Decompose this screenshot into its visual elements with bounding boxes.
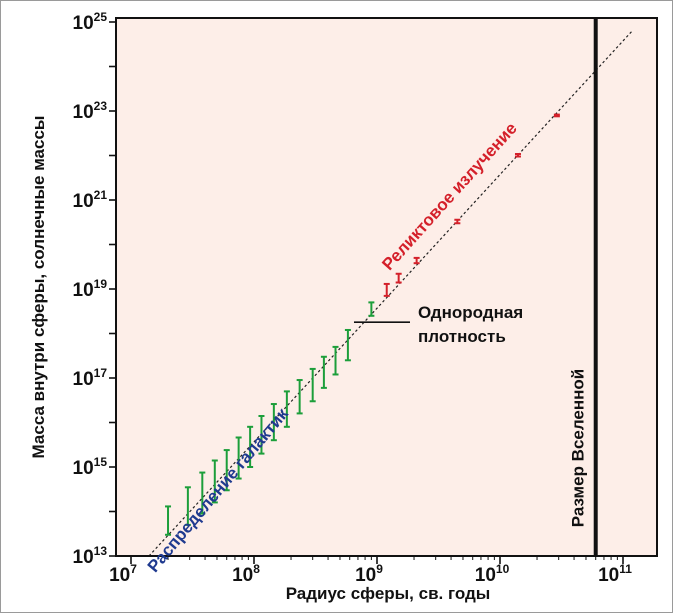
x-tick-label: 109 (355, 562, 383, 586)
y-tick-label: 1017 (73, 366, 108, 390)
x-axis-title: Радиус сферы, св. годы (286, 584, 491, 603)
galaxy-errorbar-1 (184, 486, 191, 526)
galaxy-errorbar-0 (165, 505, 172, 536)
cmb-errorbar-5 (553, 113, 560, 118)
galaxy-errorbar-14 (344, 328, 351, 362)
y-tick-label: 1013 (73, 544, 108, 568)
galaxy-errorbar-7 (258, 414, 265, 455)
y-tick-label: 1015 (73, 455, 108, 479)
x-tick-label: 1010 (475, 562, 510, 586)
universe-size-label: Размер Вселенной (569, 369, 588, 528)
cmb-errorbar-4 (514, 153, 521, 158)
y-tick-label: 1019 (73, 277, 108, 301)
cmb-errorbar-2 (413, 256, 420, 265)
y-tick-label: 1021 (73, 188, 108, 212)
x-tick-label: 107 (109, 562, 137, 586)
cmb-errorbar-0 (383, 282, 390, 297)
plot-frame (115, 17, 658, 557)
galaxy-errorbar-10 (296, 379, 303, 415)
y-tick-label: 1023 (73, 99, 108, 123)
reference-line (148, 29, 634, 556)
galaxy-errorbar-9 (283, 390, 290, 428)
galaxy-errorbar-13 (332, 345, 339, 376)
galaxy-errorbar-4 (223, 449, 230, 492)
galaxy-errorbar-2 (199, 471, 206, 515)
galaxy-errorbar-11 (309, 367, 316, 403)
cmb-errorbar-3 (454, 218, 461, 225)
cmb-errorbar-1 (395, 272, 402, 284)
galaxy-errorbar-3 (211, 459, 218, 504)
galaxy-errorbar-8 (270, 403, 277, 442)
x-tick-label: 108 (232, 562, 260, 586)
reference-label-line1: Однородная (418, 303, 523, 322)
y-axis-title: Масса внутри сферы, солнечные массы (29, 116, 48, 459)
galaxy-errorbar-5 (235, 436, 242, 480)
x-tick-label: 1011 (598, 562, 632, 586)
reference-label-line2: плотность (418, 327, 506, 346)
galaxy-errorbar-15 (368, 301, 375, 317)
y-tick-label: 1025 (73, 10, 108, 34)
galaxy-errorbar-6 (247, 425, 254, 468)
galaxy-errorbar-12 (320, 355, 327, 389)
